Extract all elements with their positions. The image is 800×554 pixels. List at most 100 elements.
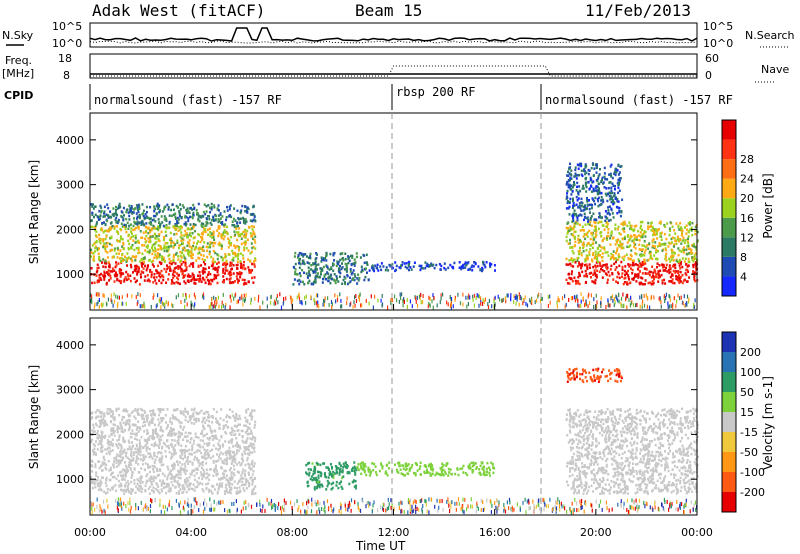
power-cell-region-2 bbox=[144, 213, 147, 216]
power-cell-region-5 bbox=[588, 263, 591, 266]
power-cell-region-7 bbox=[584, 172, 587, 176]
power-cell-region-7 bbox=[573, 209, 576, 212]
power-cell-region-7 bbox=[598, 173, 601, 176]
power-cell-region-1 bbox=[250, 225, 253, 228]
velocity-noise-cell bbox=[483, 507, 486, 512]
power-cell-region-1 bbox=[122, 247, 125, 251]
power-cell-region-1 bbox=[241, 232, 244, 236]
power-cell-region-1 bbox=[157, 237, 160, 241]
velocity-cell-region-0 bbox=[211, 492, 214, 495]
velocity-noise-cell bbox=[204, 498, 206, 503]
velocity-noise-cell bbox=[558, 500, 560, 505]
power-cell-region-1 bbox=[203, 241, 206, 244]
velocity-cell-region-0 bbox=[169, 417, 172, 420]
velocity-noise-cell bbox=[192, 509, 194, 514]
power-cell-region-5 bbox=[620, 260, 623, 264]
power-cell-region-1 bbox=[247, 225, 250, 229]
power-cell-region-7 bbox=[613, 201, 616, 204]
power-cell-region-3 bbox=[309, 256, 312, 260]
power-noise-cell bbox=[502, 297, 504, 302]
power-cell-region-2 bbox=[94, 213, 97, 217]
power-cell-region-6 bbox=[633, 245, 636, 248]
velocity-cell-region-0 bbox=[124, 408, 127, 411]
power-cell-region-3 bbox=[314, 262, 317, 265]
velocity-cell-region-0 bbox=[97, 443, 100, 446]
power-noise-cell bbox=[432, 293, 434, 298]
velocity-cell-region-0 bbox=[157, 444, 160, 447]
power-cell-region-1 bbox=[212, 257, 215, 261]
power-cell-region-1 bbox=[120, 257, 123, 260]
power-noise-cell bbox=[417, 303, 419, 308]
velocity-cell-region-0 bbox=[248, 463, 251, 467]
power-noise-cell bbox=[387, 305, 389, 310]
power-cell-region-1 bbox=[90, 255, 93, 258]
power-cell-region-5 bbox=[595, 276, 598, 279]
power-cell-region-6 bbox=[610, 232, 613, 236]
velocity-cell-region-0 bbox=[167, 444, 170, 448]
power-cell-region-6 bbox=[569, 238, 571, 242]
power-cell-region-2 bbox=[142, 214, 145, 218]
power-cell-region-3 bbox=[294, 251, 297, 255]
velocity-noise-cell bbox=[164, 505, 166, 510]
power-cell-region-1 bbox=[119, 249, 122, 252]
power-noise-cell bbox=[620, 296, 623, 301]
power-cell-region-1 bbox=[197, 252, 200, 255]
power-cell-region-2 bbox=[253, 215, 256, 219]
power-cell-region-7 bbox=[585, 165, 588, 168]
power-cell-region-1 bbox=[157, 248, 160, 251]
power-cell-region-1 bbox=[116, 225, 118, 228]
power-cell-region-3 bbox=[348, 281, 351, 284]
power-cell-region-5 bbox=[590, 276, 592, 279]
velocity-noise-cell bbox=[411, 504, 413, 509]
velocity-cell-region-0 bbox=[177, 443, 180, 446]
power-cell-region-6 bbox=[588, 250, 591, 254]
velocity-noise-cell bbox=[308, 499, 310, 504]
power-cell-region-0 bbox=[203, 270, 206, 274]
power-noise-cell bbox=[549, 294, 551, 299]
velocity-cell-region-0 bbox=[252, 469, 255, 473]
power-cell-region-3 bbox=[299, 274, 302, 278]
velocity-cell-region-0 bbox=[146, 420, 149, 423]
power-noise-cell bbox=[201, 294, 204, 299]
power-cell-region-7 bbox=[568, 172, 571, 175]
velocity-cell-region-0 bbox=[139, 407, 142, 411]
velocity-cell-region-0 bbox=[142, 454, 145, 457]
power-cell-region-5 bbox=[671, 281, 674, 285]
velocity-cell-region-0 bbox=[221, 485, 224, 488]
velocity-cell-region-0 bbox=[170, 469, 172, 472]
velocity-cell-region-0 bbox=[171, 484, 174, 487]
power-cell-region-4 bbox=[379, 265, 382, 268]
power-noise-cell bbox=[625, 297, 627, 302]
power-cell-region-2 bbox=[242, 216, 245, 220]
power-cell-region-7 bbox=[610, 197, 613, 201]
power-cell-region-5 bbox=[673, 263, 676, 267]
power-cell-region-2 bbox=[123, 214, 125, 217]
power-cell-region-0 bbox=[156, 271, 159, 275]
power-cell-region-2 bbox=[120, 210, 123, 213]
velocity-noise-cell bbox=[236, 509, 238, 514]
velocity-noise-cell bbox=[409, 503, 411, 508]
power-cell-region-4 bbox=[443, 262, 446, 265]
velocity-cell-region-0 bbox=[145, 447, 148, 450]
power-cell-region-1 bbox=[130, 247, 133, 250]
power-noise-cell bbox=[487, 302, 489, 307]
velocity-noise-cell bbox=[106, 498, 108, 503]
power-cell-region-0 bbox=[183, 275, 185, 278]
power-cell-region-4 bbox=[447, 266, 450, 270]
power-noise-cell bbox=[472, 294, 474, 299]
velocity-noise-cell bbox=[135, 506, 137, 511]
power-cell-region-0 bbox=[150, 273, 153, 277]
velocity-cell-region-0 bbox=[106, 411, 109, 414]
power-cell-region-7 bbox=[583, 215, 586, 219]
velocity-cell-region-0 bbox=[124, 485, 127, 488]
power-cell-region-6 bbox=[654, 228, 657, 231]
power-cell-region-1 bbox=[201, 238, 204, 241]
power-noise-cell bbox=[96, 302, 98, 307]
power-cell-region-5 bbox=[583, 263, 586, 267]
velocity-noise-cell bbox=[654, 505, 656, 510]
velocity-noise-cell bbox=[96, 497, 98, 502]
power-cell-region-7 bbox=[606, 199, 609, 203]
power-cell-region-5 bbox=[577, 280, 580, 283]
power-cell-region-2 bbox=[136, 220, 139, 223]
velocity-cell-region-0 bbox=[175, 492, 178, 495]
